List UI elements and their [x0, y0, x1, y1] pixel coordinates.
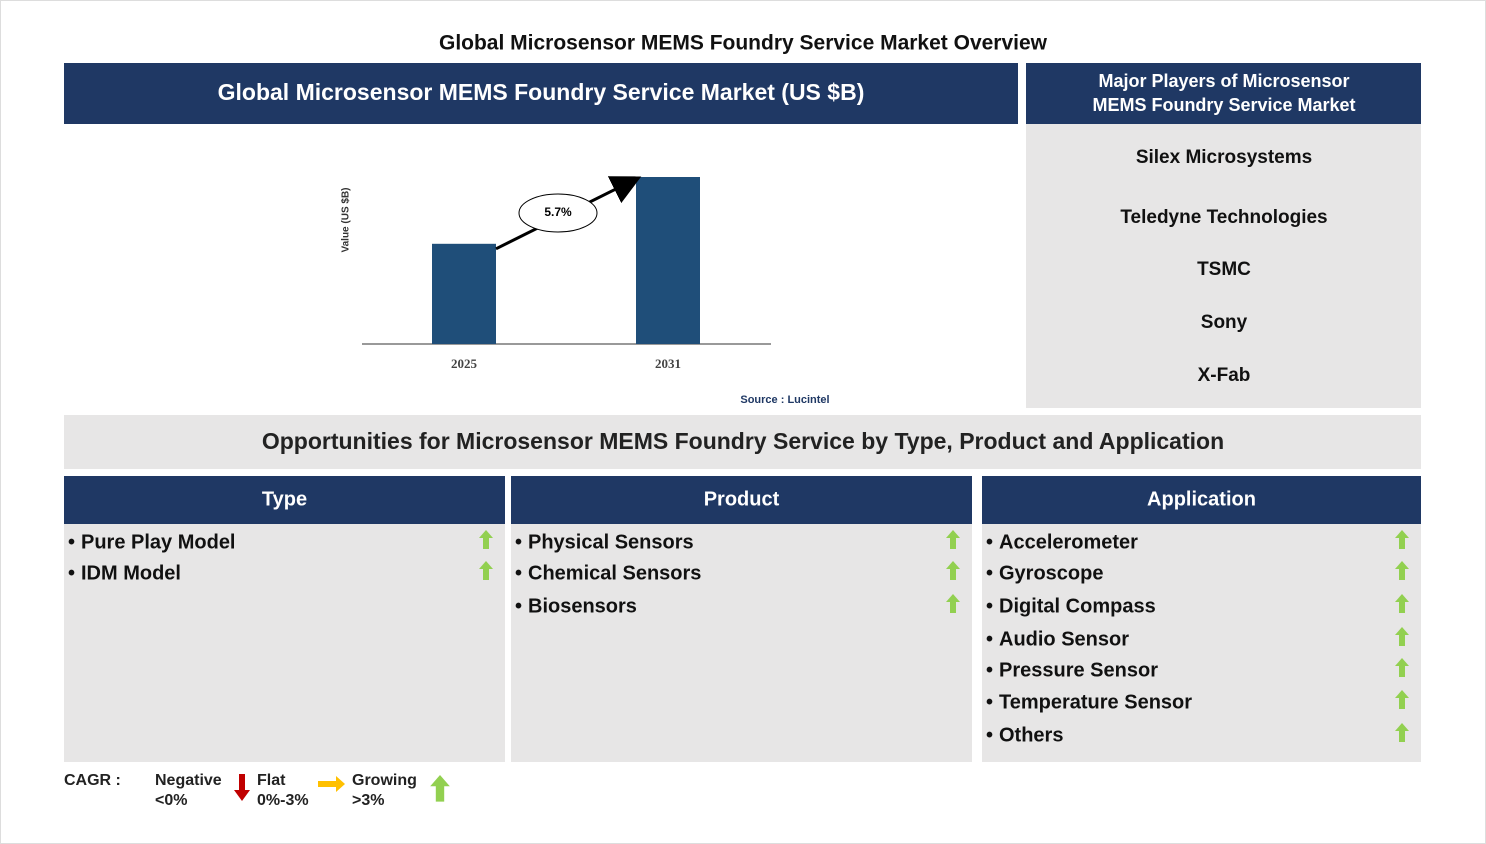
players-header-bg [1026, 63, 1421, 124]
x-tick-label: 2031 [655, 356, 681, 371]
column-body [64, 524, 505, 762]
trend-arrow [1395, 627, 1409, 646]
item: Others [999, 724, 1063, 746]
item: Chemical Sensors [528, 562, 701, 584]
legend-text: Growing [352, 772, 417, 789]
column-header: Type [262, 488, 307, 510]
cagr-label: 5.7% [544, 205, 572, 219]
flat-arrow [318, 776, 345, 792]
bullet: • [515, 595, 522, 617]
column-header-bg [982, 476, 1421, 524]
trend-arrow [1395, 658, 1409, 677]
player: Sony [1201, 312, 1248, 333]
trend-arrow [946, 530, 960, 549]
bullet: • [986, 691, 993, 713]
bullet: • [515, 562, 522, 584]
bullet: • [68, 562, 75, 584]
item: Gyroscope [999, 562, 1103, 584]
opp-banner [64, 415, 1421, 469]
item: Pure Play Model [81, 531, 236, 553]
bullet: • [986, 531, 993, 553]
trend-arrow [1395, 690, 1409, 709]
trend-arrow [1395, 530, 1409, 549]
players-bg [1026, 124, 1421, 408]
growing-arrow [430, 775, 450, 802]
y-axis-label: Value (US $B) [341, 187, 352, 252]
legend-text: Negative [155, 772, 222, 789]
trend-arrow [946, 561, 960, 580]
bullet: • [986, 724, 993, 746]
trend-arrow [1395, 594, 1409, 613]
item: Biosensors [528, 595, 637, 617]
trend-arrow [1395, 561, 1409, 580]
trend-arrow [1395, 723, 1409, 742]
item: Pressure Sensor [999, 659, 1158, 681]
bullet: • [986, 628, 993, 650]
players-header: Major Players of Microsensor MEMS Foundry… [1092, 71, 1355, 115]
legend-text: <0% [155, 792, 187, 809]
legend-text: 0%-3% [257, 792, 309, 809]
trend-arrow [946, 594, 960, 613]
column-body [982, 524, 1421, 762]
bullet: • [68, 531, 75, 553]
item: Digital Compass [999, 595, 1156, 617]
player: Teledyne Technologies [1120, 207, 1327, 228]
x-tick-label: 2025 [451, 356, 478, 371]
bullet: • [986, 595, 993, 617]
market-header-bg [64, 63, 1018, 124]
cagr-bubble [518, 193, 598, 233]
opp-title: Opportunities for Microsensor MEMS Found… [262, 428, 1224, 454]
column-header-bg [64, 476, 505, 524]
bullet: • [515, 531, 522, 553]
player: TSMC [1197, 259, 1251, 280]
item: Temperature Sensor [999, 691, 1192, 713]
item: Audio Sensor [999, 628, 1129, 650]
trend-arrow [479, 561, 493, 580]
source: Source : Lucintel [740, 394, 829, 406]
item: IDM Model [81, 562, 181, 584]
item: Accelerometer [999, 531, 1138, 553]
trend-arrow [479, 530, 493, 549]
negative-arrow [234, 774, 250, 801]
player: X-Fab [1198, 365, 1251, 386]
page-title: Global Microsensor MEMS Foundry Service … [439, 32, 1048, 55]
bullet: • [986, 562, 993, 584]
column-header-bg [511, 476, 972, 524]
legend-text: >3% [352, 792, 384, 809]
column-header: Product [704, 488, 780, 510]
bar [636, 177, 700, 344]
bullet: • [986, 659, 993, 681]
legend-label: CAGR : [64, 772, 121, 789]
market-header: Global Microsensor MEMS Foundry Service … [218, 79, 865, 105]
item: Physical Sensors [528, 531, 694, 553]
legend-text: Flat [257, 772, 286, 789]
player: Silex Microsystems [1136, 147, 1312, 168]
column-body [511, 524, 972, 762]
column-header: Application [1147, 488, 1256, 510]
bar [432, 243, 496, 344]
